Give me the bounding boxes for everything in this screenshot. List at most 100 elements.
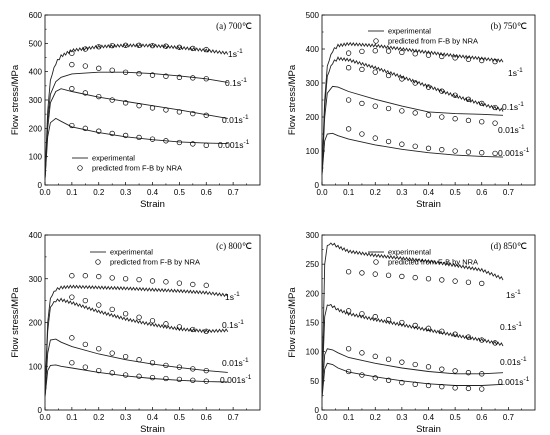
- predicted-point: [385, 356, 392, 362]
- x-tick-label: 0.6: [201, 413, 213, 422]
- strain-rate-label: 0.1s-1: [500, 321, 522, 332]
- y-tick-label: 250: [306, 260, 320, 269]
- predicted-point: [149, 136, 156, 142]
- predicted-point: [203, 142, 209, 148]
- predicted-point: [176, 364, 183, 370]
- x-tick-label: 0.0: [316, 188, 328, 197]
- predicted-point: [149, 374, 156, 381]
- predicted-point: [122, 311, 129, 317]
- predicted-point: [96, 346, 102, 352]
- x-tick-label: 0.6: [476, 413, 488, 422]
- predicted-point: [452, 385, 458, 391]
- legend-label-predicted: predicted from F-B by NRA: [110, 258, 200, 267]
- x-tick-label: 0.3: [396, 413, 408, 422]
- y-tick-label: 400: [29, 231, 43, 240]
- predicted-point: [122, 42, 129, 48]
- predicted-point: [359, 372, 365, 378]
- predicted-point: [479, 280, 485, 287]
- strain-rate-label-sup: -1: [238, 319, 244, 326]
- predicted-point: [109, 130, 115, 137]
- strain-rate-label-text: 1s: [228, 49, 237, 59]
- experimental-line: [321, 132, 504, 175]
- predicted-point: [122, 132, 129, 139]
- y-tick-label: 100: [306, 147, 320, 156]
- y-tick-label: 150: [306, 319, 320, 328]
- predicted-point: [439, 366, 445, 372]
- predicted-point: [345, 346, 352, 352]
- predicted-point: [372, 353, 378, 359]
- predicted-point: [385, 272, 392, 278]
- predicted-point: [96, 128, 102, 134]
- predicted-point: [345, 308, 352, 314]
- legend-label-predicted: predicted from F-B by NRA: [92, 164, 182, 173]
- x-tick-label: 0.7: [503, 188, 515, 197]
- strain-rate-label-sup: -1: [519, 124, 525, 131]
- y-tick-label: 200: [306, 289, 320, 298]
- strain-rate-label: 0.001s-1: [220, 374, 252, 385]
- x-axis-title: Strain: [140, 199, 165, 210]
- predicted-point: [176, 44, 183, 50]
- experimental-line: [321, 303, 504, 393]
- legend-label-experimental: experimental: [110, 248, 153, 257]
- predicted-point: [122, 69, 129, 75]
- experimental-line: [321, 362, 504, 399]
- y-tick-label: 0: [38, 181, 43, 190]
- experimental-line: [321, 41, 504, 175]
- predicted-point: [149, 42, 156, 49]
- strain-rate-label-sup: -1: [234, 291, 240, 298]
- x-tick-label: 0.2: [93, 188, 105, 197]
- predicted-point: [69, 50, 75, 56]
- predicted-point: [412, 274, 418, 281]
- x-tick-label: 0.7: [228, 188, 240, 197]
- predicted-point: [82, 46, 88, 52]
- predicted-point: [399, 359, 405, 365]
- x-tick-label: 0.1: [343, 188, 355, 197]
- strain-rate-label: 0.01s-1: [222, 114, 249, 125]
- x-tick-label: 0.6: [476, 188, 488, 197]
- strain-rate-label-sup: -1: [246, 374, 252, 381]
- predicted-point: [399, 379, 405, 386]
- predicted-point: [163, 138, 169, 144]
- strain-rate-label: 1s-1: [508, 67, 523, 78]
- y-tick-label: 300: [306, 79, 320, 88]
- x-tick-label: 0.2: [93, 413, 105, 422]
- predicted-point: [190, 366, 196, 372]
- strain-rate-label: 0.1s-1: [222, 319, 244, 330]
- y-tick-label: 500: [29, 39, 43, 48]
- predicted-point: [190, 326, 196, 333]
- y-tick-label: 200: [29, 319, 43, 328]
- predicted-point: [412, 381, 418, 387]
- legend-label-experimental: experimental: [388, 27, 431, 36]
- predicted-point: [69, 335, 75, 341]
- experimental-line: [44, 364, 228, 397]
- predicted-point: [96, 273, 102, 280]
- predicted-point: [372, 48, 378, 54]
- predicted-point: [203, 46, 209, 53]
- predicted-point: [372, 69, 378, 75]
- predicted-point: [372, 271, 378, 277]
- x-tick-label: 0.5: [174, 413, 186, 422]
- predicted-point: [425, 325, 432, 331]
- strain-rate-label-sup: -1: [524, 376, 530, 383]
- y-tick-label: 200: [29, 124, 43, 133]
- predicted-point: [425, 84, 432, 90]
- predicted-point: [412, 110, 418, 116]
- x-tick-label: 0.4: [423, 188, 435, 197]
- predicted-point: [372, 135, 378, 141]
- strain-rate-label: 1s-1: [225, 291, 240, 302]
- x-tick-label: 0.4: [147, 188, 159, 197]
- experimental-line: [44, 284, 229, 397]
- predicted-point: [190, 75, 196, 81]
- y-tick-label: 300: [306, 231, 320, 240]
- predicted-point: [69, 294, 75, 300]
- predicted-point: [203, 367, 209, 374]
- predicted-point: [465, 279, 472, 285]
- predicted-point: [82, 364, 88, 370]
- experimental-line: [44, 117, 228, 180]
- predicted-point: [176, 376, 183, 383]
- predicted-point: [359, 100, 365, 107]
- legend-label-experimental: experimental: [92, 154, 135, 163]
- predicted-point: [82, 273, 88, 279]
